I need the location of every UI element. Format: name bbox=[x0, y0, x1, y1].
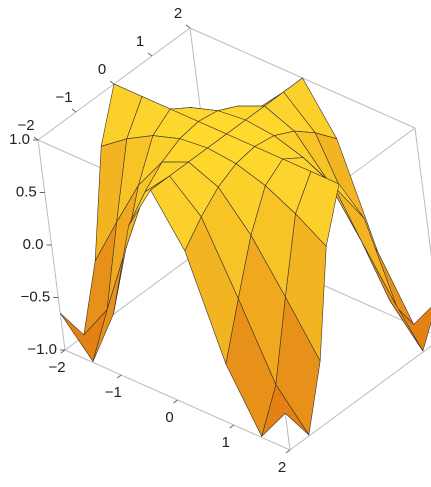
x-tick-label: 1 bbox=[222, 434, 230, 451]
x-tick bbox=[173, 399, 178, 404]
x-tick bbox=[116, 374, 122, 379]
z-tick-label: 0.0 bbox=[23, 236, 44, 253]
z-tick-label: −0.5 bbox=[21, 288, 51, 305]
x-tick-label: −2 bbox=[48, 359, 65, 376]
surface-patch bbox=[261, 384, 310, 437]
y-tick bbox=[71, 108, 77, 113]
x-tick bbox=[285, 449, 291, 454]
y-tick bbox=[109, 80, 115, 85]
z-tick-label: 1.0 bbox=[9, 131, 30, 148]
y-tick-label: 0 bbox=[98, 61, 106, 78]
y-tick bbox=[147, 52, 153, 57]
surface-patch bbox=[333, 185, 397, 306]
x-tick-label: 2 bbox=[278, 459, 286, 476]
y-tick-label: −1 bbox=[55, 89, 72, 106]
y-tick-label: 2 bbox=[174, 5, 182, 22]
x-tick bbox=[229, 424, 235, 429]
x-tick-label: −1 bbox=[105, 384, 122, 401]
y-tick bbox=[185, 24, 191, 29]
y-tick-label: −2 bbox=[17, 117, 34, 134]
box-edge bbox=[414, 127, 431, 257]
box-edge bbox=[289, 345, 431, 451]
z-tick-label: −1.0 bbox=[27, 341, 57, 358]
z-tick-label: 0.5 bbox=[16, 183, 37, 200]
x-tick-label: 0 bbox=[165, 409, 173, 426]
y-tick-label: 1 bbox=[136, 33, 144, 50]
